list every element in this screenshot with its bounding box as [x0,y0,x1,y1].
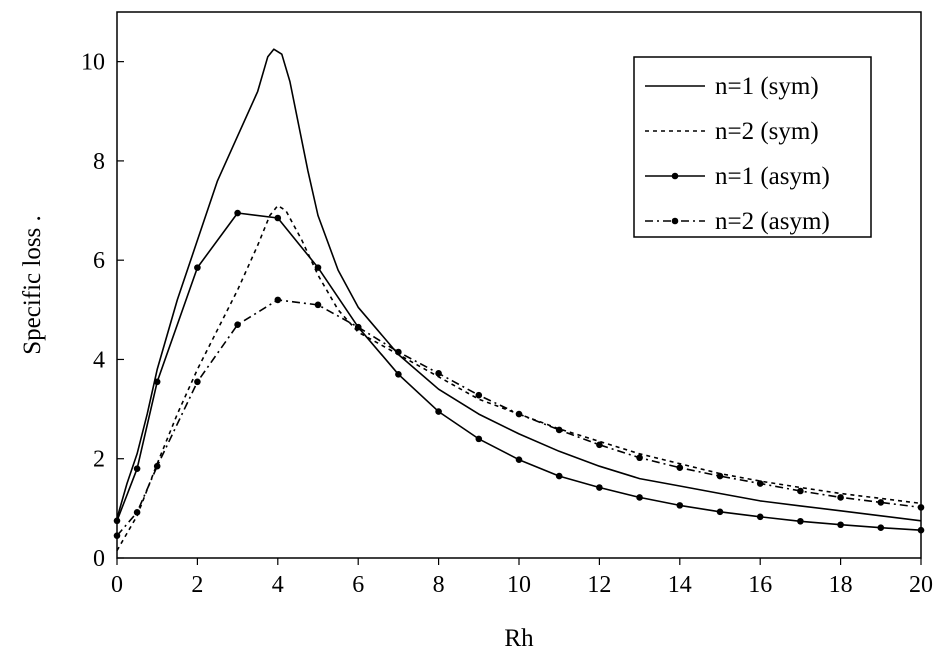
data-point [636,494,643,501]
data-point [234,321,241,329]
data-point [917,526,925,534]
data-point [475,435,483,443]
data-point [756,480,764,487]
data-point [716,472,724,480]
legend-label: n=2 (sym) [715,118,819,145]
y-tick-label: 0 [93,546,105,572]
data-point [274,214,282,222]
data-point [756,513,764,521]
x-tick-label: 18 [829,572,853,598]
y-tick-label: 10 [81,50,105,76]
x-tick-label: 16 [748,572,772,598]
data-point [837,494,844,501]
y-tick-label: 6 [93,248,105,274]
x-tick-label: 10 [507,572,531,598]
legend-item: n=1 (sym) [645,73,819,100]
x-tick-label: 20 [909,572,933,598]
data-point [676,502,684,509]
legend-marker [671,217,679,225]
series-line [116,48,922,522]
data-point [596,441,603,449]
data-point [877,499,885,506]
series-line [116,212,922,531]
data-point [354,323,362,331]
x-axis: 0 2 4 6 8 10 12 14 16 18 20 [111,558,933,598]
data-point [596,484,603,491]
legend-box [633,56,872,238]
data-point [133,465,141,472]
series-line [116,204,922,552]
legend: n=1 (sym) n=2 (sym) n=1 (asym) n=2 (asym) [633,56,872,238]
data-point [917,504,925,511]
data-point [153,462,161,470]
data-point [716,508,724,516]
legend-marker [671,172,679,180]
data-point [475,391,483,399]
x-axis-label: Rh [504,625,534,652]
data-point [153,378,161,386]
x-tick-label: 8 [433,572,445,598]
legend-label: n=1 (asym) [715,163,830,190]
data-point [837,521,844,529]
data-point [133,509,141,516]
x-tick-label: 2 [191,572,203,598]
series-1 [116,48,922,522]
data-point [274,296,282,304]
data-point [676,464,684,471]
series-2 [116,204,922,552]
data-point [314,264,322,271]
data-point [234,209,241,217]
legend-label: n=2 (asym) [715,208,830,235]
data-point [113,532,121,539]
series-layer [113,48,925,552]
data-point [395,371,402,378]
data-point [555,472,563,480]
x-tick-label: 12 [587,572,611,598]
data-point [555,426,563,434]
data-point [797,517,804,525]
y-axis-label: Specific loss . [19,215,46,355]
series-line [116,299,922,537]
data-point [515,456,523,464]
y-tick-label: 2 [93,447,105,473]
data-point [194,264,201,271]
data-point [435,370,442,377]
data-point [797,487,804,495]
data-point [435,408,442,415]
series-4 [113,296,925,539]
data-point [194,378,201,386]
data-point [515,410,523,418]
x-tick-label: 4 [272,572,284,598]
data-point [877,524,885,532]
legend-item: n=2 (sym) [645,118,819,145]
data-point [636,454,643,462]
x-tick-label: 14 [668,572,692,598]
data-point [113,517,121,525]
legend-item: n=2 (asym) [645,208,830,235]
data-point [395,348,402,356]
data-point [314,301,322,309]
x-tick-label: 0 [111,572,123,598]
y-axis: 0 2 4 6 8 10 [81,50,124,572]
series-3 [113,209,925,534]
legend-item: n=1 (asym) [645,163,830,190]
legend-items: n=1 (sym) n=2 (sym) n=1 (asym) n=2 (asym) [645,73,830,235]
y-tick-label: 8 [93,149,105,175]
y-tick-label: 4 [93,347,105,373]
legend-label: n=1 (sym) [715,73,819,100]
x-tick-label: 6 [352,572,364,598]
